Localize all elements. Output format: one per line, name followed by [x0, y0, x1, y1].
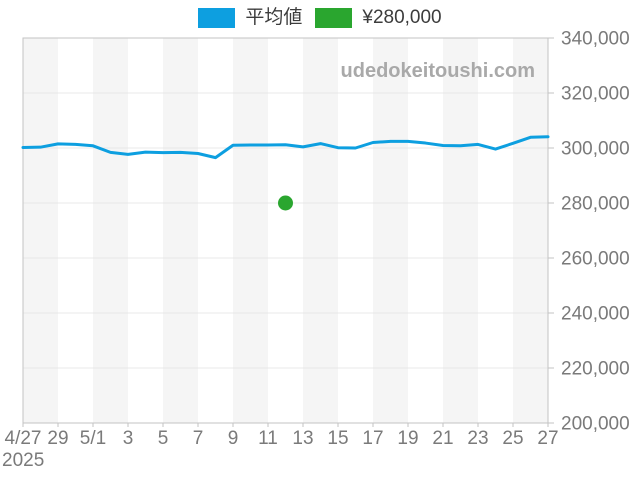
x-axis-year-label: 2025 [2, 450, 44, 471]
y-axis-label: 220,000 [561, 359, 630, 380]
y-axis-label: 320,000 [561, 84, 630, 105]
plot-stripe [23, 38, 58, 423]
x-axis-label: 29 [47, 428, 68, 449]
average-price-line [21, 135, 550, 160]
plot-border [22, 37, 549, 424]
x-axis-label: 5 [158, 428, 169, 449]
price-marker-dot [278, 195, 293, 211]
x-axis-label: 9 [228, 428, 239, 449]
x-axis-label: 25 [502, 428, 523, 449]
legend-swatch-marker [315, 8, 353, 28]
x-axis-label: 15 [327, 428, 348, 449]
x-axis-label: 11 [258, 428, 278, 449]
plot-stripe [373, 38, 408, 423]
y-axis-label: 340,000 [561, 29, 630, 50]
plot-stripe [443, 38, 478, 423]
y-axis-label: 240,000 [561, 304, 630, 325]
plot-stripe [93, 38, 128, 423]
y-axis-label: 300,000 [561, 139, 630, 160]
chart-legend: 平均値 ¥280,000 [0, 7, 640, 29]
x-axis-label: 27 [537, 428, 558, 449]
x-axis-label: 17 [362, 428, 383, 449]
legend-label-average: 平均値 [245, 7, 303, 28]
plot-stripe [233, 38, 268, 423]
x-axis-label: 13 [292, 428, 313, 449]
y-axis-label: 200,000 [561, 414, 630, 435]
x-axis-label: 23 [467, 428, 488, 449]
y-axis-label: 260,000 [561, 249, 630, 270]
x-axis-label: 7 [193, 428, 204, 449]
plot-stripe [303, 38, 338, 423]
legend-label-marker: ¥280,000 [362, 7, 442, 28]
x-axis-label: 5/1 [80, 428, 106, 449]
x-axis-label: 19 [397, 428, 418, 449]
plot-stripe [513, 38, 548, 423]
x-axis-label: 4/27 [5, 428, 42, 449]
x-axis-label: 21 [432, 428, 453, 449]
x-axis-label: 3 [123, 428, 134, 449]
y-axis-label: 280,000 [561, 194, 630, 215]
watermark-text: udedokeitoushi.com [341, 60, 535, 82]
plot-stripe [163, 38, 198, 423]
legend-swatch-average [198, 8, 236, 28]
